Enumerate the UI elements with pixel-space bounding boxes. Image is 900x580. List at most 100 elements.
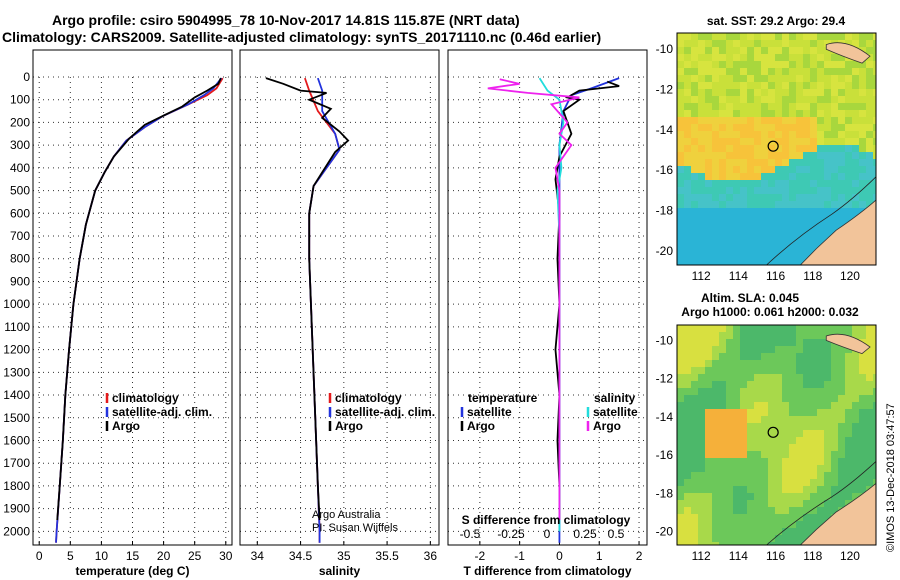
sst-map-cell bbox=[810, 236, 817, 243]
sst-map-cell bbox=[726, 180, 733, 187]
sst-map-ytick-label: -14 bbox=[656, 123, 674, 137]
sla-map-cell bbox=[726, 472, 733, 479]
sla-map-cell bbox=[803, 493, 810, 500]
sst-map-cell bbox=[852, 194, 859, 201]
sla-map-cell bbox=[789, 395, 796, 402]
sst-map-cell bbox=[810, 117, 817, 124]
sla-map-cell bbox=[782, 437, 789, 444]
sst-map-cell bbox=[768, 47, 775, 54]
sla-map-cell bbox=[705, 521, 712, 528]
sst-map-cell bbox=[698, 40, 705, 47]
sst-map-cell bbox=[838, 138, 845, 145]
sst-map-cell bbox=[852, 187, 859, 194]
sla-map-cell bbox=[677, 521, 684, 528]
sst-map-cell bbox=[740, 208, 747, 215]
sla-map-cell bbox=[859, 444, 866, 451]
sst-map-cell bbox=[726, 194, 733, 201]
sst-map-cell bbox=[698, 103, 705, 110]
sla-map-cell bbox=[719, 535, 726, 542]
sla-map-cell bbox=[803, 374, 810, 381]
sst-map-cell bbox=[726, 61, 733, 68]
salinity-xtick-label: 35 bbox=[337, 549, 351, 563]
sla-map-cell bbox=[859, 409, 866, 416]
sst-map-cell bbox=[810, 166, 817, 173]
sla-map-cell bbox=[852, 325, 859, 332]
sst-map-cell bbox=[789, 222, 796, 229]
pressure-tick-label: 1000 bbox=[3, 297, 30, 311]
diff-legend-sal-title: salinity bbox=[594, 391, 636, 405]
sla-map-cell bbox=[726, 465, 733, 472]
sla-map-cell bbox=[684, 528, 691, 535]
pressure-tick-label: 1700 bbox=[3, 456, 30, 470]
sst-map-cell bbox=[726, 68, 733, 75]
sla-map-cell bbox=[873, 472, 876, 479]
sla-map-cell bbox=[810, 472, 817, 479]
sst-map-cell bbox=[754, 173, 761, 180]
sst-map-cell bbox=[733, 159, 740, 166]
sst-map-cell bbox=[831, 82, 838, 89]
sst-map-cell bbox=[733, 40, 740, 47]
sla-map-cell bbox=[698, 465, 705, 472]
sst-map-cell bbox=[817, 103, 824, 110]
sla-map-cell bbox=[705, 486, 712, 493]
sla-map-cell bbox=[789, 514, 796, 521]
sla-map-cell bbox=[754, 325, 761, 332]
diff-top-xtick-label: 0.25 bbox=[573, 527, 597, 541]
sst-map-cell bbox=[803, 243, 810, 250]
sla-map-cell bbox=[726, 493, 733, 500]
sst-map-cell bbox=[796, 215, 803, 222]
sst-map-cell bbox=[705, 33, 712, 40]
sla-map-cell bbox=[789, 339, 796, 346]
sst-map-cell bbox=[740, 75, 747, 82]
sla-map-cell bbox=[824, 465, 831, 472]
sla-map-cell bbox=[712, 542, 719, 545]
sst-map-cell bbox=[817, 208, 824, 215]
sla-map-cell bbox=[796, 521, 803, 528]
sla-map-cell bbox=[740, 409, 747, 416]
sla-map-xtick-label: 120 bbox=[840, 549, 860, 563]
sla-map-cell bbox=[789, 423, 796, 430]
sst-map-cell bbox=[747, 152, 754, 159]
sst-map-cell bbox=[691, 187, 698, 194]
sst-map-cell bbox=[782, 54, 789, 61]
sst-map-cell bbox=[691, 96, 698, 103]
sst-map-cell bbox=[782, 96, 789, 103]
sst-map-cell bbox=[761, 152, 768, 159]
sal-legend-climatology-label: climatology bbox=[335, 391, 402, 405]
sla-map-cell bbox=[796, 444, 803, 451]
sla-map-cell bbox=[810, 416, 817, 423]
sst-map-cell bbox=[796, 40, 803, 47]
sla-map-cell bbox=[782, 472, 789, 479]
sla-map-cell bbox=[747, 353, 754, 360]
sla-map-cell bbox=[810, 353, 817, 360]
sla-map-cell bbox=[824, 339, 831, 346]
sla-map-cell bbox=[677, 388, 684, 395]
sst-map-cell bbox=[684, 61, 691, 68]
sst-map-cell bbox=[698, 61, 705, 68]
sla-map-cell bbox=[691, 493, 698, 500]
sst-map-cell bbox=[705, 166, 712, 173]
sst-map-cell bbox=[698, 138, 705, 145]
sla-map-cell bbox=[824, 381, 831, 388]
sst-map-cell bbox=[698, 110, 705, 117]
sla-map-cell bbox=[817, 409, 824, 416]
sla-map-cell bbox=[775, 402, 782, 409]
sla-map-cell bbox=[768, 458, 775, 465]
sla-map-cell bbox=[796, 353, 803, 360]
sla-map-cell bbox=[733, 451, 740, 458]
sst-map-cell bbox=[684, 215, 691, 222]
sla-map-cell bbox=[691, 353, 698, 360]
sla-map-cell bbox=[782, 528, 789, 535]
sla-map-cell bbox=[698, 416, 705, 423]
sst-map-cell bbox=[684, 257, 691, 264]
sla-map-cell bbox=[712, 360, 719, 367]
sla-map-cell bbox=[705, 451, 712, 458]
sla-map-cell bbox=[831, 388, 838, 395]
sla-map-cell bbox=[782, 451, 789, 458]
sst-map-cell bbox=[698, 257, 705, 264]
sla-map-cell bbox=[873, 395, 876, 402]
sst-map-cell bbox=[838, 187, 845, 194]
sst-map-cell bbox=[733, 75, 740, 82]
sst-map-cell bbox=[824, 222, 831, 229]
sla-map-cell bbox=[712, 416, 719, 423]
